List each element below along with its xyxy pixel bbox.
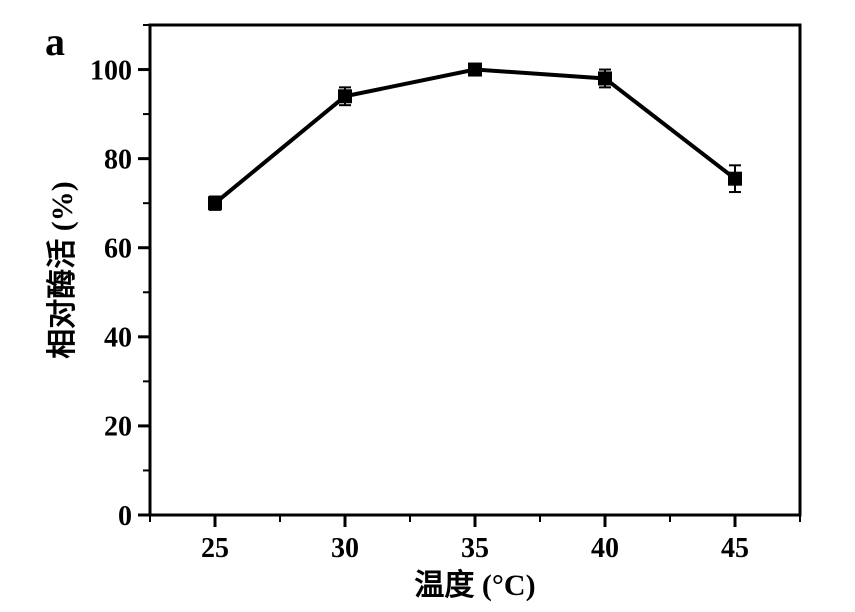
chart-container: 25 30 35 40 45 0 20 40 60 80 100 温度 (°C) 相对酶活 (%) a	[0, 0, 855, 612]
data-marker	[598, 71, 612, 85]
y-tick-label: 60	[104, 234, 132, 265]
x-tick-label: 25	[201, 533, 229, 564]
y-tick-label: 20	[104, 412, 132, 443]
plot-frame	[150, 25, 800, 515]
x-tick-label: 30	[331, 533, 359, 564]
y-tick-label: 100	[90, 55, 132, 86]
data-line	[215, 70, 735, 204]
x-tick-label: 35	[461, 533, 489, 564]
x-tick-label: 45	[721, 533, 749, 564]
data-marker	[208, 196, 222, 210]
y-axis-label: 相对酶活 (%)	[46, 181, 79, 358]
data-marker	[468, 63, 482, 77]
panel-label: a	[45, 19, 65, 64]
chart-svg: 25 30 35 40 45 0 20 40 60 80 100 温度 (°C) 相对酶活 (%) a	[0, 0, 855, 612]
data-marker	[338, 89, 352, 103]
x-tick-label: 40	[591, 533, 619, 564]
y-tick-label: 40	[104, 323, 132, 354]
data-marker	[728, 172, 742, 186]
x-axis-label: 温度 (°C)	[414, 569, 535, 602]
y-tick-label: 80	[104, 144, 132, 175]
y-tick-label: 0	[118, 501, 132, 532]
